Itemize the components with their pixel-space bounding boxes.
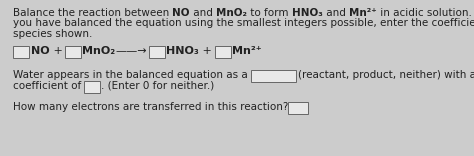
Text: HNO₃: HNO₃ — [292, 8, 323, 18]
Text: . (Enter 0 for neither.): . (Enter 0 for neither.) — [101, 81, 215, 91]
Text: (reactant, product, neither) with a: (reactant, product, neither) with a — [298, 70, 474, 80]
Text: MnO₂: MnO₂ — [216, 8, 247, 18]
Text: +: + — [50, 46, 63, 56]
Text: you have balanced the equation using the smallest integers possible, enter the c: you have balanced the equation using the… — [13, 19, 474, 29]
Text: Mn²⁺: Mn²⁺ — [349, 8, 377, 18]
Bar — [149, 46, 165, 58]
Bar — [13, 46, 29, 58]
Text: coefficient of: coefficient of — [13, 81, 84, 91]
Text: in acidic solution. When: in acidic solution. When — [377, 8, 474, 18]
Text: to form: to form — [247, 8, 292, 18]
Text: ——→: ——→ — [116, 46, 147, 56]
Text: and: and — [190, 8, 216, 18]
Text: Mn²⁺: Mn²⁺ — [232, 46, 262, 56]
Bar — [65, 46, 82, 58]
Text: Water appears in the balanced equation as a: Water appears in the balanced equation a… — [13, 70, 251, 80]
Bar — [84, 81, 100, 93]
Text: NO: NO — [31, 46, 50, 56]
Bar — [215, 46, 231, 58]
Text: NO: NO — [173, 8, 190, 18]
Bar — [251, 70, 296, 81]
Text: and: and — [323, 8, 349, 18]
Text: +: + — [199, 46, 212, 56]
Bar — [288, 102, 309, 114]
Text: MnO₂: MnO₂ — [82, 46, 116, 56]
Text: Balance the reaction between: Balance the reaction between — [13, 8, 173, 18]
Text: species shown.: species shown. — [13, 29, 92, 39]
Text: How many electrons are transferred in this reaction?: How many electrons are transferred in th… — [13, 102, 288, 112]
Text: HNO₃: HNO₃ — [166, 46, 199, 56]
